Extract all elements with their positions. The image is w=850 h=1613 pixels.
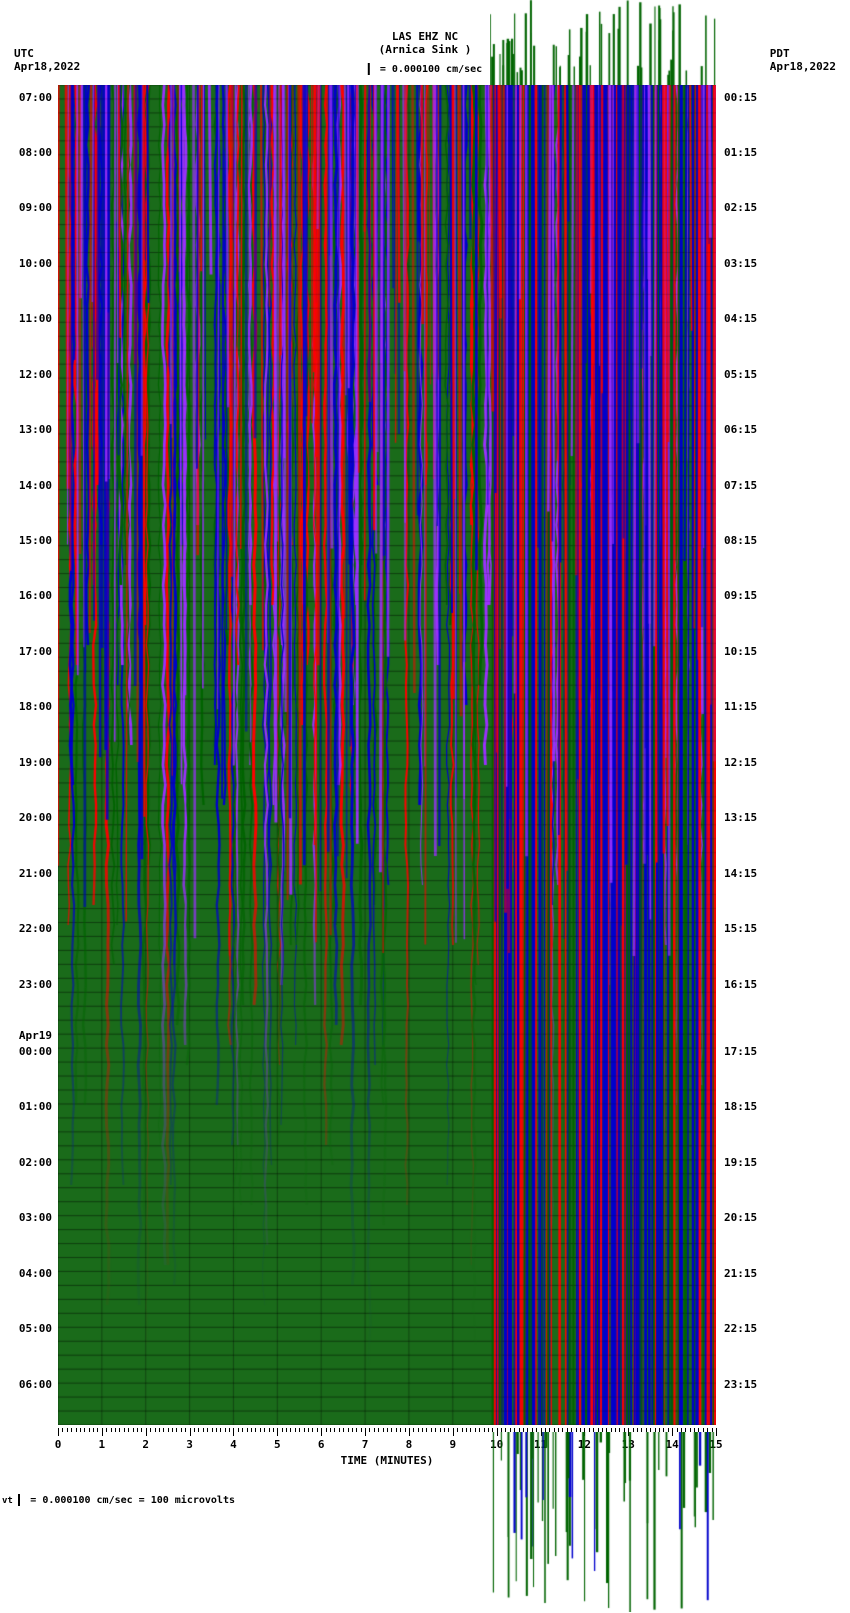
scale-bar-icon: [368, 63, 370, 75]
pdt-time-label: 13:15: [724, 811, 757, 824]
right-tz-label: PDT: [770, 47, 836, 60]
x-tick-label: 6: [318, 1438, 325, 1451]
footer-scale: vt = 0.000100 cm/sec = 100 microvolts: [2, 1494, 235, 1506]
helicorder-plot: [58, 85, 716, 1425]
utc-time-label: 11:00: [19, 312, 52, 325]
utc-time-label: 00:00: [19, 1045, 52, 1058]
utc-time-label: 22:00: [19, 922, 52, 935]
footer-scale-bar-icon: [18, 1494, 20, 1506]
utc-time-label: 18:00: [19, 700, 52, 713]
x-tick-label: 2: [142, 1438, 149, 1451]
scale-info: = 0.000100 cm/sec: [368, 63, 482, 75]
pdt-time-label: 01:15: [724, 146, 757, 159]
header: UTC Apr18,2022 LAS EHZ NC (Arnica Sink )…: [0, 0, 850, 85]
pdt-time-label: 14:15: [724, 867, 757, 880]
utc-time-label: 15:00: [19, 534, 52, 547]
utc-time-label: 05:00: [19, 1322, 52, 1335]
header-right-tz: PDT Apr18,2022: [770, 47, 836, 73]
x-tick-label: 8: [406, 1438, 413, 1451]
utc-time-label: 21:00: [19, 867, 52, 880]
x-tick-label: 1: [99, 1438, 106, 1451]
utc-time-label: 02:00: [19, 1156, 52, 1169]
pdt-time-label: 11:15: [724, 700, 757, 713]
pdt-time-label: 08:15: [724, 534, 757, 547]
overflow-spikes-top: [490, 0, 716, 85]
x-tick-label: 0: [55, 1438, 62, 1451]
utc-time-label: 16:00: [19, 589, 52, 602]
x-tick-label: 4: [230, 1438, 237, 1451]
left-tz-label: UTC: [14, 47, 80, 60]
pdt-time-label: 10:15: [724, 645, 757, 658]
pdt-time-label: 09:15: [724, 589, 757, 602]
pdt-time-label: 16:15: [724, 978, 757, 991]
x-axis-label: TIME (MINUTES): [341, 1454, 434, 1467]
utc-time-label: 06:00: [19, 1378, 52, 1391]
pdt-time-label: 20:15: [724, 1211, 757, 1224]
utc-time-label: Apr19: [19, 1029, 52, 1042]
x-tick-label: 5: [274, 1438, 281, 1451]
station-name: (Arnica Sink ): [379, 43, 472, 56]
utc-time-label: 12:00: [19, 368, 52, 381]
pdt-time-label: 19:15: [724, 1156, 757, 1169]
footer-scale-text: = 0.000100 cm/sec = 100 microvolts: [30, 1495, 235, 1506]
pdt-time-label: 03:15: [724, 257, 757, 270]
utc-time-label: 09:00: [19, 201, 52, 214]
utc-time-label: 20:00: [19, 811, 52, 824]
pdt-time-label: 04:15: [724, 312, 757, 325]
x-tick-label: 7: [362, 1438, 369, 1451]
header-left-tz: UTC Apr18,2022: [14, 47, 80, 73]
pdt-time-label: 06:15: [724, 423, 757, 436]
utc-time-label: 03:00: [19, 1211, 52, 1224]
utc-time-label: 04:00: [19, 1267, 52, 1280]
utc-time-label: 19:00: [19, 756, 52, 769]
pdt-time-label: 02:15: [724, 201, 757, 214]
pdt-time-label: 21:15: [724, 1267, 757, 1280]
utc-time-label: 01:00: [19, 1100, 52, 1113]
pdt-time-label: 05:15: [724, 368, 757, 381]
right-tz-date: Apr18,2022: [770, 60, 836, 73]
overflow-spikes-bottom: [490, 1432, 716, 1612]
utc-time-label: 13:00: [19, 423, 52, 436]
utc-time-label: 17:00: [19, 645, 52, 658]
x-tick-label: 3: [186, 1438, 193, 1451]
utc-time-label: 14:00: [19, 479, 52, 492]
pdt-time-label: 00:15: [724, 91, 757, 104]
pdt-time-label: 23:15: [724, 1378, 757, 1391]
utc-time-label: 08:00: [19, 146, 52, 159]
left-tz-date: Apr18,2022: [14, 60, 80, 73]
pdt-time-label: 15:15: [724, 922, 757, 935]
pdt-time-label: 18:15: [724, 1100, 757, 1113]
utc-time-label: 10:00: [19, 257, 52, 270]
pdt-time-label: 07:15: [724, 479, 757, 492]
scale-text: = 0.000100 cm/sec: [380, 64, 482, 75]
station-code: LAS EHZ NC: [379, 30, 472, 43]
utc-time-label: 07:00: [19, 91, 52, 104]
pdt-time-label: 22:15: [724, 1322, 757, 1335]
pdt-time-label: 17:15: [724, 1045, 757, 1058]
x-tick-label: 9: [449, 1438, 456, 1451]
header-center: LAS EHZ NC (Arnica Sink ): [379, 30, 472, 56]
pdt-time-label: 12:15: [724, 756, 757, 769]
utc-time-label: 23:00: [19, 978, 52, 991]
